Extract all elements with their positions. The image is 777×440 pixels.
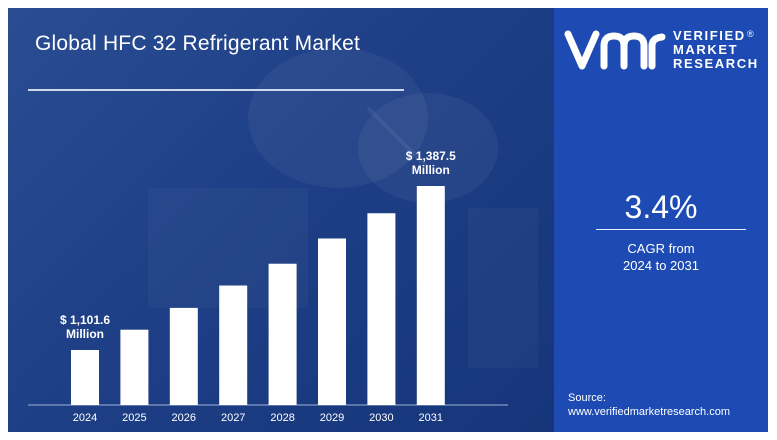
x-tick-label-2031: 2031 <box>419 412 443 424</box>
background-lab-photo <box>248 48 498 203</box>
x-tick-label-2029: 2029 <box>320 412 344 424</box>
x-tick-label-2026: 2026 <box>172 412 196 424</box>
bar-2031 <box>416 186 445 405</box>
bar-2029 <box>318 238 346 405</box>
bar-chart: 2024 2025 2026 2027 2028 2029 2030 2031 $ 1,101.… <box>28 149 508 424</box>
brand-line-verified: VERIFIED <box>673 28 746 43</box>
bar-2024 <box>71 350 99 405</box>
summary-panel: VERIFIED MARKET RESEARCH ® 3.4% CAGR fro… <box>554 8 768 432</box>
x-tick-label-2030: 2030 <box>369 412 393 424</box>
registered-mark: ® <box>747 29 754 39</box>
data-label-2024-unit: Million <box>66 327 104 341</box>
cagr-label-line1: CAGR from <box>627 241 695 256</box>
brand-line-market: MARKET <box>673 42 739 57</box>
chart-title: Global HFC 32 Refrigerant Market <box>35 32 361 55</box>
data-label-2031-value: $ 1,387.5 <box>406 149 456 163</box>
bar-2026 <box>169 307 198 405</box>
brand-line-research: RESEARCH <box>673 56 759 71</box>
title-divider <box>28 89 404 91</box>
chart-panel: Global HFC 32 Refrigerant Market 2024 202… <box>8 8 554 432</box>
bar-2025 <box>120 329 149 405</box>
x-tick-label-2024: 2024 <box>73 412 97 424</box>
source-url: www.verifiedmarketresearch.com <box>568 406 730 418</box>
cagr-value: 3.4% <box>624 189 698 225</box>
vmr-logo-icon <box>564 30 666 70</box>
source-label: Source: <box>568 392 606 404</box>
cagr-label-line2: 2024 to 2031 <box>623 258 699 273</box>
x-tick-label-2025: 2025 <box>122 412 146 424</box>
infographic: Global HFC 32 Refrigerant Market 2024 202… <box>8 8 768 432</box>
x-tick-label-2027: 2027 <box>221 412 245 424</box>
x-tick-label-2028: 2028 <box>270 412 294 424</box>
data-label-2024-value: $ 1,101.6 <box>60 313 110 327</box>
cagr-divider <box>596 229 746 230</box>
brand-name: VERIFIED MARKET RESEARCH <box>673 29 759 71</box>
bar-2027 <box>219 285 248 405</box>
cagr-label: CAGR from 2024 to 2031 <box>554 240 768 274</box>
data-label-2031-unit: Million <box>412 163 450 177</box>
bar-2030 <box>367 213 396 405</box>
bar-2028 <box>268 263 297 405</box>
